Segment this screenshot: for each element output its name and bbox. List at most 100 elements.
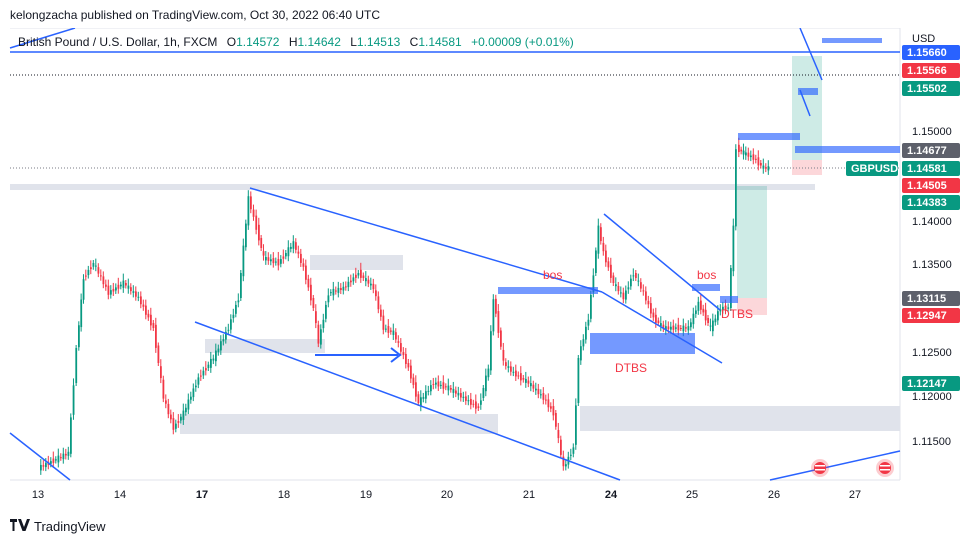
time-tick-label: 21: [523, 489, 535, 501]
gray-zone-1[interactable]: [10, 184, 815, 190]
candle-body: [547, 399, 550, 408]
price-tick-label: 1.14000: [912, 216, 952, 228]
tradingview-brand[interactable]: TradingView: [10, 519, 106, 534]
open-label: O: [226, 35, 237, 49]
chart-area[interactable]: bos DTBS bos DTBS 1.15000 1.14000 1.13500 1…: [0, 27, 975, 515]
trendline-upper-channel[interactable]: [249, 187, 603, 293]
candle-body: [742, 150, 745, 155]
candle-body: [342, 286, 345, 291]
candle-body: [78, 325, 80, 348]
blue-zone-5[interactable]: [822, 38, 882, 43]
candle-body: [320, 329, 322, 345]
price-tag: 1.15660: [907, 47, 947, 59]
annotation-bos-1[interactable]: bos: [543, 268, 562, 282]
price-tag: 1.14505: [907, 180, 947, 192]
annotation-dtbs-1[interactable]: DTBS: [615, 361, 647, 375]
candle-body: [392, 330, 395, 335]
blue-zone-3[interactable]: [738, 133, 800, 140]
candle-body: [260, 238, 263, 248]
candle-body: [175, 423, 177, 429]
price-tag-bg: [902, 81, 960, 96]
candle-body: [165, 400, 167, 404]
candle-body: [355, 274, 357, 278]
candle-body: [507, 366, 510, 368]
blue-zone-bos-1[interactable]: [498, 287, 598, 294]
candle-body: [685, 327, 687, 329]
candle-body: [412, 377, 415, 385]
candle-body: [627, 287, 630, 290]
candle-body: [75, 348, 78, 383]
candle-body: [182, 410, 185, 420]
position-stop-zone[interactable]: [792, 160, 822, 175]
candle-body: [105, 284, 107, 287]
price-tag-bg: [902, 195, 960, 210]
candle-body: [282, 256, 285, 259]
candle-body: [52, 458, 55, 463]
price-tag: 1.14383: [907, 197, 947, 209]
candle-body: [255, 215, 258, 230]
blue-zone-6[interactable]: [798, 88, 818, 95]
trendline-top-right-2[interactable]: [799, 89, 811, 117]
candle-body: [520, 373, 522, 381]
candle-body: [635, 273, 637, 278]
time-tick-label: 27: [849, 489, 861, 501]
gray-zone-2[interactable]: [310, 255, 403, 270]
price-tag-bg: [902, 45, 960, 60]
symbol-name[interactable]: British Pound / U.S. Dollar, 1h, FXCM: [18, 35, 218, 49]
candle-body: [500, 330, 502, 347]
candle-body: [602, 242, 605, 252]
annotation-bos-2[interactable]: bos: [697, 268, 716, 282]
candle-body: [92, 263, 95, 267]
candle-body: [595, 250, 597, 273]
candle-body: [50, 461, 52, 464]
trendline-lower-channel[interactable]: [194, 321, 621, 481]
candle-body: [435, 382, 437, 385]
candle-body: [502, 349, 505, 361]
price-tag: 1.12147: [907, 378, 947, 390]
candle-body: [437, 381, 440, 387]
candle-body: [345, 286, 347, 288]
candle-body: [147, 313, 150, 318]
candle-body: [607, 261, 610, 268]
candle-body: [242, 245, 245, 277]
candle-body: [310, 284, 312, 301]
candle-body: [415, 382, 417, 397]
gray-zone-3[interactable]: [205, 339, 325, 353]
trendline-wedge[interactable]: [603, 213, 721, 311]
time-axis[interactable]: 13 14 17 18 19 20 21 24 25 26 27: [32, 489, 861, 501]
trendline-left[interactable]: [9, 432, 71, 481]
candle-body: [262, 251, 265, 256]
price-chart-svg[interactable]: bos DTBS bos DTBS 1.150001.140001.135001…: [0, 27, 975, 515]
blue-zone-4[interactable]: [795, 146, 900, 153]
blue-zone-dtbs-2[interactable]: [720, 296, 738, 303]
event-flag-icon[interactable]: [811, 459, 829, 477]
price-tag-bg: [902, 376, 960, 391]
time-tick-label: 19: [360, 489, 372, 501]
price-axis[interactable]: 1.15000 1.14000 1.13500 1.12500 1.12000 1.115…: [846, 45, 960, 448]
candle-body: [672, 325, 675, 330]
position-stop-zone-2[interactable]: [737, 298, 767, 315]
event-flag-icon-2[interactable]: [876, 459, 894, 477]
candle-body: [240, 273, 242, 298]
candle-body: [335, 290, 337, 292]
trendline-top-left[interactable]: [9, 27, 76, 49]
symbol-legend[interactable]: British Pound / U.S. Dollar, 1h, FXCM O1…: [18, 35, 574, 49]
trendline-bottom-right[interactable]: [769, 450, 901, 481]
trendline-top-right[interactable]: [799, 27, 823, 81]
gray-zone-4[interactable]: [180, 414, 498, 434]
gray-zone-5[interactable]: [580, 406, 900, 431]
candle-body: [347, 281, 350, 288]
position-target-zone-2[interactable]: [737, 186, 767, 298]
candle-body: [582, 339, 585, 347]
candle-body: [360, 269, 362, 278]
annotation-dtbs-2[interactable]: DTBS: [721, 307, 753, 321]
candle-body: [330, 292, 332, 294]
candle-body: [662, 324, 665, 329]
trendline-upper-extension[interactable]: [601, 291, 723, 364]
blue-zone-bos-2[interactable]: [692, 284, 720, 291]
candle-body: [637, 280, 640, 282]
price-tick-label: 1.13500: [912, 259, 952, 271]
price-tag-bg: [902, 161, 960, 176]
blue-zone-dtbs-1[interactable]: [590, 333, 695, 354]
candle-body: [350, 280, 352, 283]
